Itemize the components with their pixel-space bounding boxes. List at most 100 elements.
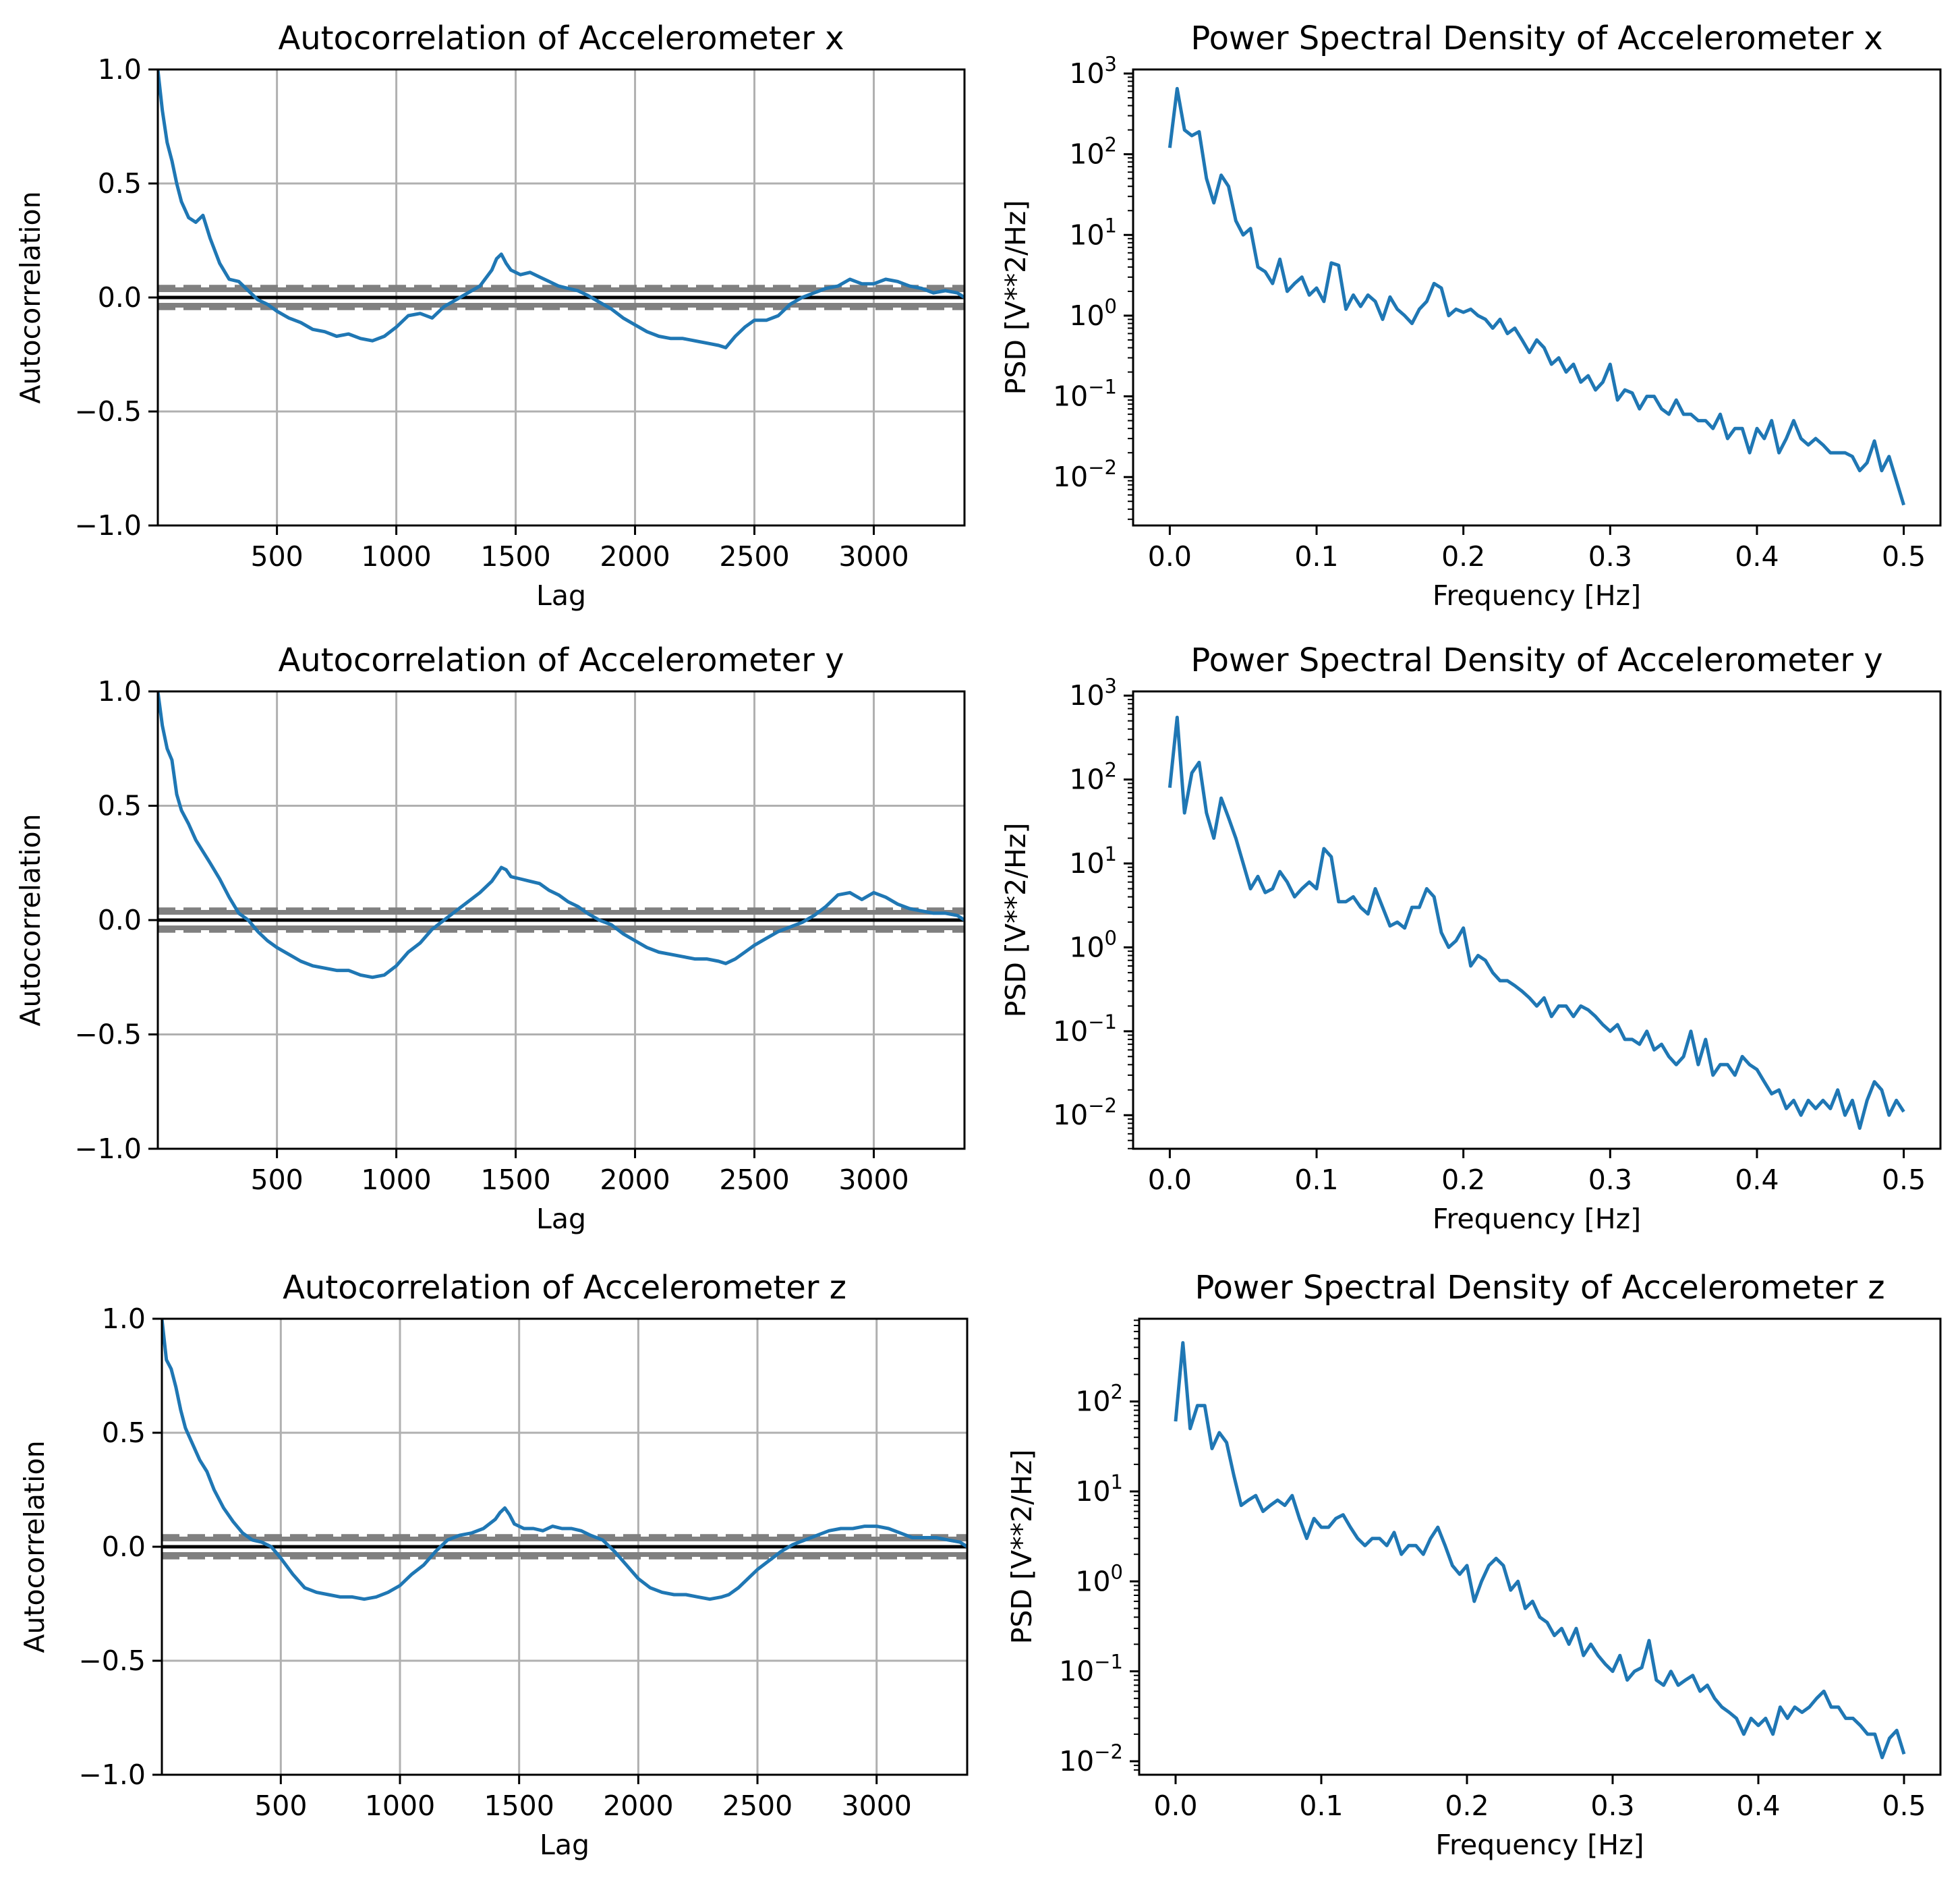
chart-title: Autocorrelation of Accelerometer y <box>278 641 844 679</box>
y-tick-label: 1.0 <box>98 675 142 708</box>
chart-title: Autocorrelation of Accelerometer z <box>283 1269 846 1307</box>
y-tick-label: 100 <box>1069 926 1117 963</box>
x-tick-label: 1500 <box>480 540 550 573</box>
data-series-line <box>1174 1341 1906 1759</box>
x-tick-label: 0.3 <box>1590 1790 1634 1822</box>
x-tick-label: 0.5 <box>1882 1164 1926 1196</box>
y-tick-label: 0.0 <box>102 1531 146 1563</box>
x-tick-label: 1500 <box>480 1164 550 1196</box>
x-tick-label: 2500 <box>719 1164 789 1196</box>
x-tick-label: 0.3 <box>1588 540 1632 573</box>
chart-panel-5: Autocorrelation of Accelerometer z 500 100… <box>18 1269 969 1861</box>
chart-title: Power Spectral Density of Accelerometer … <box>1190 20 1882 57</box>
chart-panel-1: Autocorrelation of Accelerometer x 500 100… <box>14 20 966 612</box>
x-tick-label: 0.4 <box>1736 1790 1780 1822</box>
chart-title: Autocorrelation of Accelerometer x <box>278 20 844 57</box>
x-axis-label: Lag <box>536 1203 586 1235</box>
y-axis-label: Autocorrelation <box>14 814 47 1026</box>
x-tick-label: 500 <box>250 540 303 573</box>
y-axis-label: PSD [V**2/Hz] <box>1006 1450 1038 1645</box>
x-tick-label: 0.1 <box>1294 1164 1338 1196</box>
y-tick-label: 0.5 <box>102 1417 146 1449</box>
x-tick-label: 1000 <box>365 1790 435 1822</box>
y-axis-label: Autocorrelation <box>14 191 47 403</box>
y-tick-label: 0.5 <box>98 167 142 200</box>
y-tick-label: 1.0 <box>98 53 142 86</box>
data-series-line <box>1168 716 1905 1130</box>
x-tick-label: 0.5 <box>1882 1790 1926 1822</box>
x-axis-label: Lag <box>540 1829 589 1861</box>
x-tick-label: 1000 <box>361 1164 431 1196</box>
x-tick-label: 3000 <box>838 540 909 573</box>
y-axis-label: Autocorrelation <box>18 1440 51 1653</box>
y-tick-label: −1.0 <box>78 1759 146 1791</box>
y-tick-label: 10−1 <box>1059 1651 1123 1688</box>
data-series-line <box>1168 86 1905 506</box>
x-axis-label: Frequency [Hz] <box>1435 1829 1644 1861</box>
y-tick-label: −0.5 <box>74 1019 142 1051</box>
data-series-line <box>158 69 964 349</box>
y-tick-label: 100 <box>1069 295 1117 332</box>
data-series-line <box>158 691 964 979</box>
y-tick-label: 100 <box>1075 1560 1123 1597</box>
y-tick-label: 103 <box>1069 53 1117 90</box>
y-tick-label: 102 <box>1075 1381 1123 1418</box>
x-tick-label: 0.2 <box>1445 1790 1489 1822</box>
x-tick-label: 0.5 <box>1882 540 1926 573</box>
y-tick-label: 0.0 <box>98 281 142 314</box>
x-tick-label: 0.2 <box>1441 540 1485 573</box>
y-tick-label: −0.5 <box>74 395 142 428</box>
y-tick-label: 101 <box>1069 843 1117 880</box>
x-tick-label: 0.0 <box>1148 540 1192 573</box>
x-tick-label: 0.0 <box>1153 1790 1197 1822</box>
y-axis-label: PSD [V**2/Hz] <box>1000 823 1032 1018</box>
x-tick-label: 0.2 <box>1441 1164 1485 1196</box>
y-tick-label: 102 <box>1069 134 1117 171</box>
x-tick-label: 0.0 <box>1148 1164 1192 1196</box>
x-tick-label: 500 <box>254 1790 307 1822</box>
y-tick-label: −0.5 <box>78 1645 146 1677</box>
y-tick-label: −1.0 <box>74 1133 142 1165</box>
y-tick-label: 10−2 <box>1053 1094 1117 1131</box>
x-axis-label: Frequency [Hz] <box>1433 579 1641 612</box>
x-tick-label: 500 <box>250 1164 303 1196</box>
axes-frame <box>1138 1317 1942 1776</box>
x-tick-label: 1000 <box>361 540 431 573</box>
x-tick-label: 0.3 <box>1588 1164 1632 1196</box>
y-axis-label: PSD [V**2/Hz] <box>1000 200 1032 395</box>
chart-panel-4: Power Spectral Density of Accelerometer … <box>1000 641 1942 1235</box>
x-tick-label: 2000 <box>600 540 670 573</box>
y-tick-label: 10−1 <box>1053 1010 1117 1048</box>
x-tick-label: 3000 <box>842 1790 912 1822</box>
x-tick-label: 1500 <box>484 1790 554 1822</box>
y-tick-label: 10−2 <box>1053 456 1117 493</box>
y-tick-label: 102 <box>1069 759 1117 796</box>
x-tick-label: 0.1 <box>1294 540 1338 573</box>
chart-title: Power Spectral Density of Accelerometer … <box>1190 641 1882 679</box>
y-tick-label: 10−2 <box>1059 1740 1123 1777</box>
y-tick-label: 0.5 <box>98 790 142 822</box>
x-tick-label: 2500 <box>722 1790 792 1822</box>
y-tick-label: 10−1 <box>1053 376 1117 413</box>
x-axis-label: Lag <box>536 579 586 612</box>
chart-panel-6: Power Spectral Density of Accelerometer … <box>1006 1269 1942 1861</box>
x-tick-label: 0.4 <box>1735 1164 1779 1196</box>
x-tick-label: 0.1 <box>1299 1790 1343 1822</box>
axes-frame <box>1132 68 1942 527</box>
y-tick-label: 101 <box>1069 214 1117 251</box>
chart-panel-3: Autocorrelation of Accelerometer y 500 100… <box>14 641 966 1235</box>
y-tick-label: 103 <box>1069 675 1117 712</box>
y-tick-label: 0.0 <box>98 904 142 936</box>
x-tick-label: 2000 <box>600 1164 670 1196</box>
y-tick-label: −1.0 <box>74 509 142 542</box>
y-tick-label: 101 <box>1075 1471 1123 1508</box>
chart-panel-2: Power Spectral Density of Accelerometer … <box>1000 20 1942 612</box>
data-series-line <box>162 1319 967 1601</box>
x-tick-label: 0.4 <box>1735 540 1779 573</box>
x-axis-label: Frequency [Hz] <box>1433 1203 1641 1235</box>
x-tick-label: 3000 <box>838 1164 909 1196</box>
axes-frame <box>1132 690 1942 1150</box>
x-tick-label: 2000 <box>603 1790 673 1822</box>
chart-title: Power Spectral Density of Accelerometer … <box>1194 1269 1884 1307</box>
